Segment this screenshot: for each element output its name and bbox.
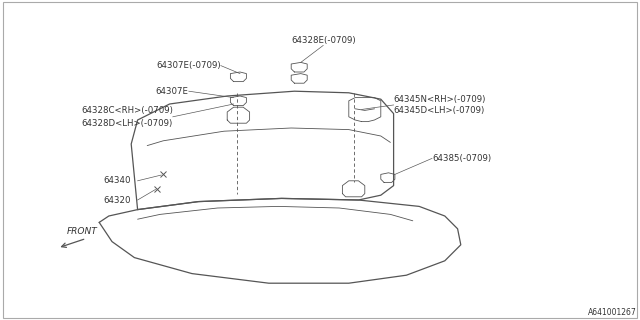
Text: 64385(-0709): 64385(-0709) bbox=[432, 154, 491, 163]
Text: 64328E(-0709): 64328E(-0709) bbox=[291, 36, 355, 44]
Text: 64328D<LH>(-0709): 64328D<LH>(-0709) bbox=[81, 119, 173, 128]
Text: 64345D<LH>(-0709): 64345D<LH>(-0709) bbox=[394, 106, 485, 115]
Text: 64345N<RH>(-0709): 64345N<RH>(-0709) bbox=[394, 95, 486, 104]
Text: A641001267: A641001267 bbox=[588, 308, 637, 317]
Text: 64307E(-0709): 64307E(-0709) bbox=[156, 61, 221, 70]
Text: 64328C<RH>(-0709): 64328C<RH>(-0709) bbox=[81, 106, 173, 115]
Text: 64320: 64320 bbox=[104, 196, 131, 204]
Text: FRONT: FRONT bbox=[67, 227, 98, 236]
Text: 64340: 64340 bbox=[104, 176, 131, 185]
Text: 64307E: 64307E bbox=[156, 87, 189, 96]
